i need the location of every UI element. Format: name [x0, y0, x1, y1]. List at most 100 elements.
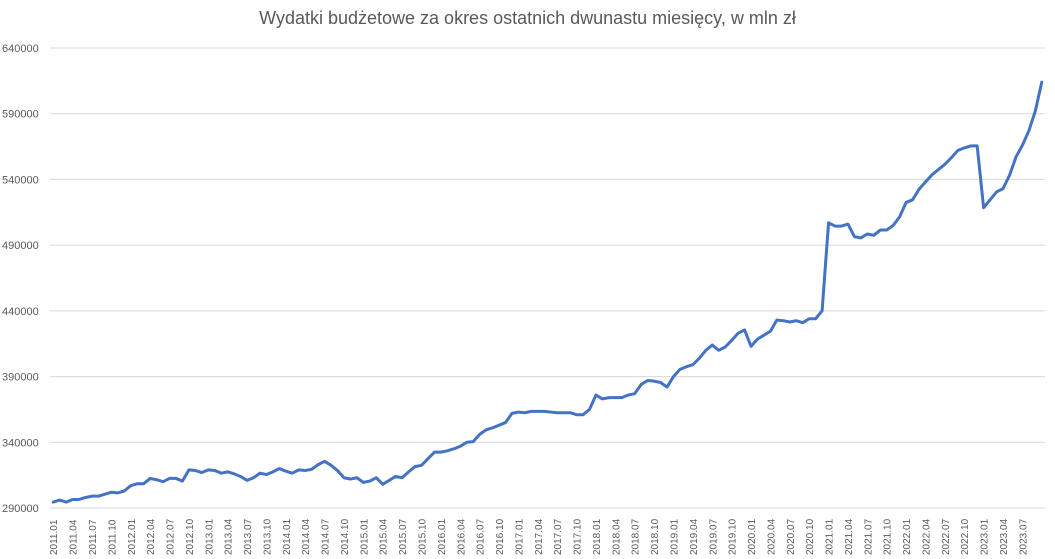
data-point	[685, 366, 687, 368]
data-point	[414, 466, 416, 468]
data-point	[446, 450, 448, 452]
data-point	[912, 199, 914, 201]
data-point	[130, 485, 132, 487]
data-point	[756, 338, 758, 340]
data-point	[737, 332, 739, 334]
data-point	[634, 393, 636, 395]
x-tick-label: 2021.07	[863, 518, 874, 555]
data-point	[433, 451, 435, 453]
data-point	[317, 464, 319, 466]
x-tick-label: 2012.01	[127, 518, 138, 555]
x-tick-label: 2012.10	[185, 518, 196, 555]
chart-title: Wydatki budżetowe za okres ostatnich dwu…	[259, 8, 796, 28]
data-point	[692, 364, 694, 366]
data-point	[647, 380, 649, 382]
data-point	[227, 471, 229, 473]
data-point	[136, 483, 138, 485]
data-point	[285, 470, 287, 472]
data-point	[453, 448, 455, 450]
data-point	[679, 368, 681, 370]
data-point	[388, 479, 390, 481]
data-point	[472, 441, 474, 443]
data-point	[556, 412, 558, 414]
data-point	[847, 223, 849, 225]
data-point	[291, 472, 293, 474]
x-tick-label: 2023.04	[999, 518, 1010, 555]
data-point	[52, 501, 54, 503]
x-tick-label: 2011.01	[49, 519, 60, 555]
data-point	[485, 429, 487, 431]
data-point	[272, 471, 274, 473]
data-point	[85, 496, 87, 498]
data-point	[65, 501, 67, 503]
data-point	[1002, 188, 1004, 190]
data-point	[588, 408, 590, 410]
x-tick-label: 2017.01	[514, 518, 525, 555]
data-point	[1015, 156, 1017, 158]
data-point	[207, 469, 209, 471]
data-point	[660, 381, 662, 383]
x-tick-label: 2021.10	[883, 518, 894, 555]
data-point	[382, 483, 384, 485]
x-tick-label: 2016.10	[495, 518, 506, 555]
data-point	[750, 345, 752, 347]
data-point	[408, 471, 410, 473]
data-point	[937, 169, 939, 171]
data-point	[718, 349, 720, 351]
data-point	[97, 495, 99, 497]
x-tick-label: 2019.04	[689, 518, 700, 555]
data-point	[705, 349, 707, 351]
data-point	[401, 477, 403, 479]
x-tick-label: 2014.10	[340, 518, 351, 555]
data-point	[59, 499, 61, 501]
data-point	[672, 376, 674, 378]
data-point	[1021, 144, 1023, 146]
data-point	[201, 472, 203, 474]
data-point	[349, 478, 351, 480]
data-point	[918, 188, 920, 190]
data-point	[311, 468, 313, 470]
data-point	[246, 479, 248, 481]
x-tick-label: 2013.07	[243, 518, 254, 555]
x-tick-label: 2020.07	[786, 518, 797, 555]
x-tick-label: 2012.07	[166, 518, 177, 555]
data-point	[563, 412, 565, 414]
data-point	[1041, 81, 1043, 83]
x-tick-label: 2011.10	[107, 519, 118, 555]
x-tick-label: 2013.10	[262, 518, 273, 555]
data-point	[957, 150, 959, 152]
y-tick-label: 590000	[2, 109, 39, 121]
data-point	[782, 320, 784, 322]
y-axis: 290000 340000 390000 440000 490000 540000 5900…	[2, 43, 39, 515]
data-point	[614, 397, 616, 399]
data-point	[931, 174, 933, 176]
x-tick-label: 2015.10	[418, 518, 429, 555]
data-point	[304, 470, 306, 472]
data-point	[324, 460, 326, 462]
data-point	[330, 464, 332, 466]
x-tick-label: 2020.04	[766, 518, 777, 555]
data-point	[627, 394, 629, 396]
data-point	[724, 346, 726, 348]
data-point	[517, 411, 519, 413]
x-tick-label: 2015.07	[398, 518, 409, 555]
x-tick-label: 2022.01	[902, 518, 913, 555]
x-tick-label: 2016.04	[456, 518, 467, 555]
x-axis: 2011.01 2011.04 2011.07 2011.10 2012.01 2012.…	[49, 518, 1029, 555]
data-point	[194, 470, 196, 472]
data-point	[156, 479, 158, 481]
data-point	[214, 470, 216, 472]
y-tick-label: 490000	[2, 240, 39, 252]
data-point	[899, 216, 901, 218]
data-point	[143, 483, 145, 485]
data-point	[1034, 110, 1036, 112]
data-point	[769, 330, 771, 332]
data-point	[601, 398, 603, 400]
data-point	[640, 383, 642, 385]
data-point	[356, 477, 358, 479]
data-point	[369, 480, 371, 482]
x-tick-label: 2023.07	[1018, 518, 1029, 555]
data-point	[802, 322, 804, 324]
data-point	[963, 147, 965, 149]
